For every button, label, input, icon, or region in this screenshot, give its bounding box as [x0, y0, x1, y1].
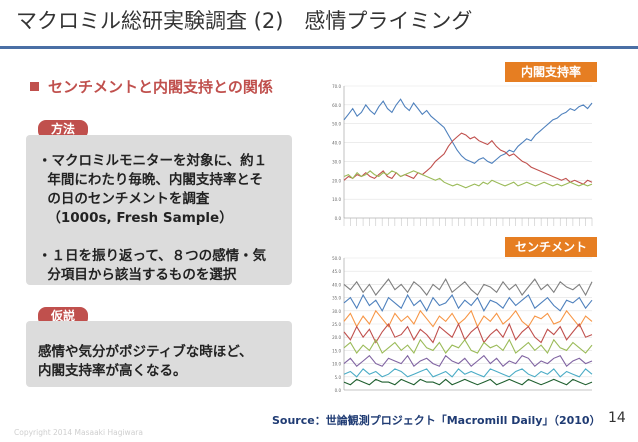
sentiment-y-tick-label: 30.0	[332, 309, 341, 314]
source-citation: Source：世論観測プロジェクト「Macromill Daily」（2010）	[272, 414, 601, 427]
copyright-text: Copyright 2014 Masaaki Hagiwara	[14, 428, 143, 437]
sentiment-series-6-line	[343, 354, 593, 368]
title-divider	[0, 46, 638, 49]
sentiment-y-tick-label: 25.0	[332, 322, 341, 327]
sentiment-chart-bg	[318, 252, 600, 402]
sentiment-y-tick-label: 15.0	[332, 348, 341, 353]
slide-title: マクロミル総研実験調査 (2) 感情プライミング	[16, 9, 473, 33]
method-tag: 方法	[38, 120, 88, 139]
hypothesis-line: 内閣支持率が高くなる。	[38, 363, 187, 379]
sentiment-series-4-line	[343, 322, 593, 344]
approval-chart: 70.0 60.0 50.0 40.0 30.0 20.0 10.0 0.0	[318, 78, 600, 246]
sentiment-chart: 50.0 45.0 40.0 35.0 30.0 25.0 20.0 15.0 10.0 5.0 0…	[318, 252, 600, 402]
hypothesis-line: 感情や気分がポジティブな時ほど、	[38, 344, 253, 360]
method-line	[38, 228, 267, 247]
subtitle-bullet-icon	[30, 82, 39, 91]
sentiment-series-8-line	[343, 378, 593, 386]
sentiment-y-tick-label: 45.0	[332, 269, 341, 274]
sentiment-y-tick-label: 5.0	[335, 375, 342, 380]
sentiment-series-1-line	[343, 277, 593, 297]
approval-y-tick-label: 30.0	[332, 159, 341, 164]
approval-y-tick-label: 70.0	[332, 84, 341, 89]
sentiment-series-2-line	[343, 293, 593, 312]
method-line: （1000s, Fresh Sample）	[38, 210, 233, 226]
sentiment-y-tick-label: 35.0	[332, 296, 341, 301]
approval-y-tick-label: 20.0	[332, 178, 341, 183]
method-text: ・マクロミルモニターを対象に、約１ 年間にわたり毎晩、内閣支持率とそ の日のセン…	[38, 152, 267, 285]
sentiment-series-5-line	[343, 338, 593, 355]
method-line: ・１日を振り返って、８つの感情・気	[38, 248, 267, 264]
hypothesis-box	[26, 321, 292, 387]
approval-chart-label: 内閣支持率	[505, 62, 597, 82]
subtitle: センチメントと内閣支持との関係	[48, 78, 273, 96]
sentiment-chart-label: センチメント	[505, 237, 597, 257]
method-line: ・マクロミルモニターを対象に、約１	[38, 153, 268, 169]
approval-series-1-line	[343, 98, 593, 164]
approval-y-tick-label: 50.0	[332, 122, 341, 127]
approval-chart-bg	[318, 78, 600, 246]
method-line: 年間にわたり毎晩、内閣支持率とそ	[38, 172, 263, 188]
sentiment-series-3-line	[343, 309, 593, 328]
approval-y-tick-label: 40.0	[332, 141, 341, 146]
approval-y-tick-label: 0.0	[335, 216, 342, 221]
method-box	[26, 135, 292, 285]
sentiment-y-tick-label: 20.0	[332, 335, 341, 340]
hypothesis-text: 感情や気分がポジティブな時ほど、 内閣支持率が高くなる。	[38, 343, 253, 381]
method-line: 分項目から該当するものを選択	[38, 267, 237, 283]
page-number: 14	[608, 410, 626, 426]
method-line: の日のセンチメントを調査	[38, 191, 210, 207]
sentiment-series-7-line	[343, 368, 593, 378]
sentiment-y-tick-label: 0.0	[335, 388, 342, 393]
approval-y-tick-label: 10.0	[332, 197, 341, 202]
approval-series-3-line	[343, 170, 593, 189]
sentiment-y-tick-label: 50.0	[332, 256, 341, 261]
sentiment-y-tick-label: 40.0	[332, 282, 341, 287]
approval-y-tick-label: 60.0	[332, 103, 341, 108]
sentiment-y-tick-label: 10.0	[332, 362, 341, 367]
